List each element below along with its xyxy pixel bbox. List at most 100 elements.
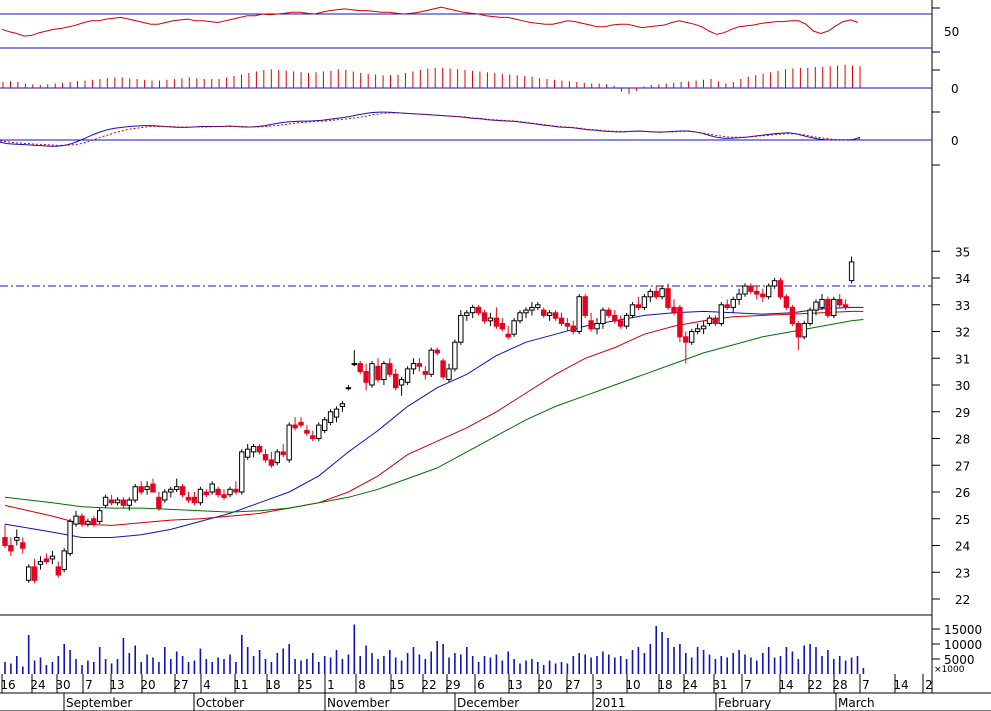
candle bbox=[381, 360, 387, 385]
candle bbox=[256, 443, 263, 455]
macd-line bbox=[0, 111, 861, 147]
day-label: 18 bbox=[657, 678, 672, 692]
candle-body bbox=[322, 419, 328, 431]
candle bbox=[375, 358, 381, 383]
candle bbox=[239, 449, 245, 495]
candle bbox=[102, 494, 109, 509]
candle bbox=[683, 331, 689, 364]
candle bbox=[730, 296, 736, 313]
candle-body bbox=[653, 290, 659, 298]
candle bbox=[576, 294, 582, 335]
candle-body bbox=[730, 298, 736, 308]
volume-tick-label: 10000 bbox=[944, 638, 982, 652]
candle bbox=[73, 510, 79, 527]
candle bbox=[511, 318, 517, 337]
candle-body bbox=[647, 290, 653, 298]
candle-body bbox=[777, 280, 784, 298]
candle bbox=[736, 288, 742, 305]
day-label: 18 bbox=[265, 678, 280, 692]
month-label: February bbox=[718, 696, 771, 710]
candle bbox=[322, 417, 328, 434]
candle bbox=[327, 409, 334, 426]
x-axis: 16 24 30 7 13 20 27 4 11 18 25 1 8 15 22 29 6 13 20 27 3 10 18… bbox=[0, 674, 933, 711]
candle-body bbox=[689, 331, 695, 343]
candle-body bbox=[588, 320, 594, 330]
candle bbox=[168, 486, 174, 498]
candle-body bbox=[304, 430, 310, 434]
price-panel bbox=[0, 256, 932, 583]
candle bbox=[114, 497, 121, 506]
moving-average-ma_short bbox=[4, 306, 864, 538]
candle-body bbox=[233, 488, 239, 493]
candle bbox=[221, 489, 227, 500]
day-label: 29 bbox=[445, 678, 460, 692]
candle-body bbox=[85, 520, 91, 525]
candle bbox=[677, 304, 683, 343]
candle-body bbox=[26, 566, 32, 581]
day-label: 4 bbox=[203, 678, 211, 692]
candle bbox=[85, 518, 91, 527]
candle-body bbox=[766, 285, 772, 298]
day-label: 31 bbox=[712, 678, 727, 692]
candle bbox=[748, 283, 754, 295]
candle-body bbox=[801, 323, 807, 338]
candle bbox=[825, 296, 831, 319]
candle bbox=[49, 550, 56, 565]
candle bbox=[179, 484, 186, 498]
candle-body bbox=[446, 368, 452, 381]
candle bbox=[387, 358, 393, 377]
candle-body bbox=[795, 323, 801, 338]
candle-body bbox=[511, 320, 517, 335]
candle-body bbox=[132, 486, 138, 501]
day-label: 10 bbox=[625, 678, 640, 692]
candle bbox=[718, 302, 724, 327]
candle bbox=[783, 294, 790, 311]
volume-tick-label: 15000 bbox=[944, 623, 982, 637]
candle-body bbox=[470, 306, 476, 314]
candle bbox=[227, 486, 233, 498]
candle-body bbox=[316, 424, 322, 440]
candle bbox=[819, 294, 825, 311]
day-label: 28 bbox=[832, 678, 847, 692]
candle-body bbox=[564, 323, 571, 327]
price-tick-label: 34 bbox=[955, 272, 970, 286]
candle-body bbox=[256, 446, 263, 453]
day-label: 11 bbox=[233, 678, 248, 692]
candle-body bbox=[31, 566, 38, 581]
candle-body bbox=[61, 550, 67, 571]
candle bbox=[795, 320, 801, 351]
month-label: March bbox=[838, 696, 875, 710]
candle-body bbox=[20, 542, 26, 549]
candle bbox=[694, 323, 701, 335]
candle bbox=[191, 492, 198, 506]
candle bbox=[629, 302, 636, 319]
day-label: 24 bbox=[682, 678, 697, 692]
candle-body bbox=[464, 312, 470, 316]
candle-body bbox=[618, 320, 624, 327]
day-label: 20 bbox=[140, 678, 155, 692]
candle bbox=[771, 278, 778, 289]
candle bbox=[600, 307, 606, 329]
candle-body bbox=[37, 561, 44, 565]
volume-unit-label: ×1000 bbox=[934, 665, 965, 675]
price-tick-label: 35 bbox=[955, 245, 970, 259]
candle-body bbox=[191, 496, 198, 504]
candle-body bbox=[742, 285, 748, 295]
candle bbox=[268, 451, 275, 468]
candle-body bbox=[14, 537, 20, 541]
candle bbox=[653, 286, 659, 300]
candle-body bbox=[162, 491, 168, 501]
candle bbox=[754, 286, 760, 300]
candle-body bbox=[623, 314, 630, 327]
candle-body bbox=[641, 296, 648, 308]
momentum-histogram-panel bbox=[0, 64, 932, 94]
candle bbox=[523, 307, 529, 319]
candle-body bbox=[771, 280, 778, 287]
candle bbox=[777, 278, 784, 300]
candle-body bbox=[327, 411, 334, 423]
candle-body bbox=[345, 387, 352, 390]
candle bbox=[185, 492, 192, 503]
candle-body bbox=[363, 371, 369, 383]
candle bbox=[215, 486, 221, 498]
